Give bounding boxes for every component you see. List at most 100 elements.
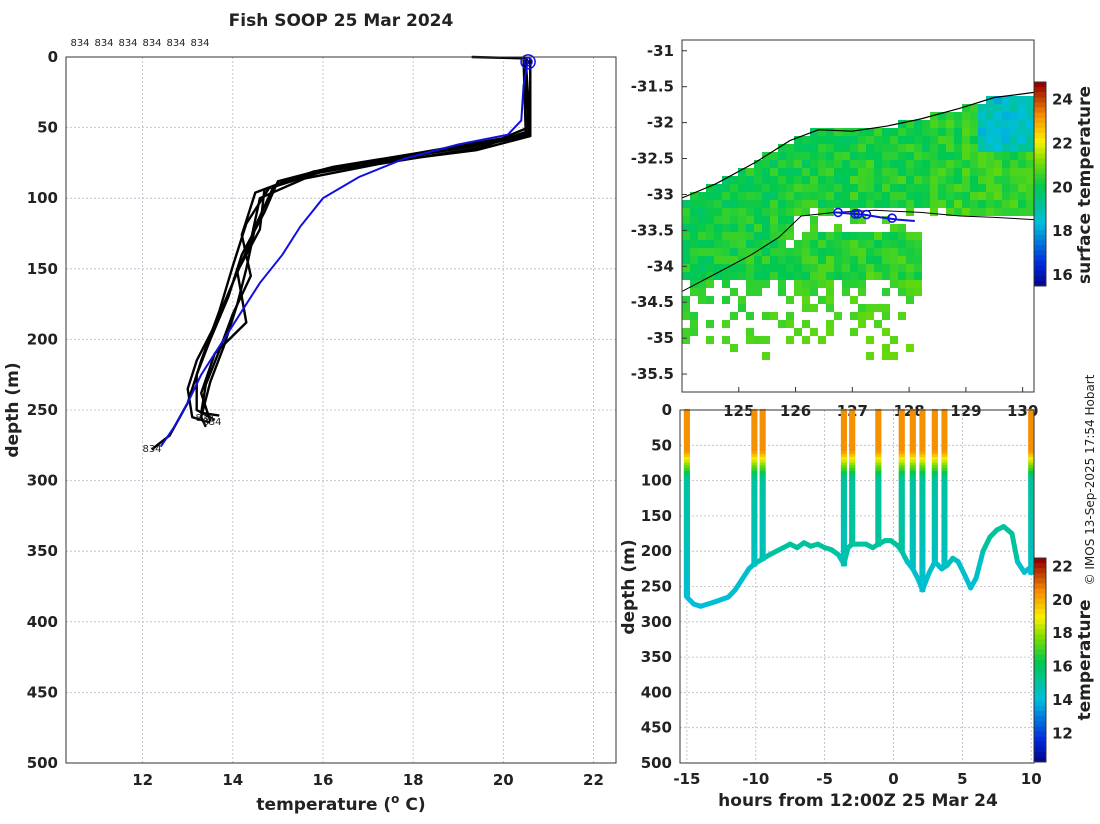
map-sst-cell [922, 120, 930, 128]
map-sst-cell [890, 200, 898, 208]
map-sst-cell [922, 128, 930, 136]
map-sst-cell [1018, 192, 1026, 200]
section-cast-sample [898, 428, 905, 434]
section-cast-sample [909, 524, 916, 530]
map-sst-cell [682, 216, 690, 224]
map-colorbar-segment [1034, 163, 1046, 170]
section-x-axis-label: hours from 12:00Z 25 Mar 24 [718, 791, 998, 811]
map-sst-cell [714, 184, 722, 192]
map-sst-cell [754, 176, 762, 184]
map-sst-cell [914, 200, 922, 208]
map-sst-cell [818, 208, 826, 216]
map-colorbar-segment [1034, 270, 1046, 277]
section-cast-sample [919, 519, 926, 525]
section-cast-sample [840, 408, 847, 414]
section-cast-sample [909, 428, 916, 434]
section-cast-sample [759, 516, 766, 522]
section-cast-sample [909, 439, 916, 445]
map-sst-cell [938, 184, 946, 192]
section-trace-segment [980, 534, 993, 554]
map-sst-cell [762, 232, 770, 240]
section-colorbar-segment [1034, 721, 1046, 727]
map-sst-cell [898, 240, 906, 248]
section-cast-sample [898, 417, 905, 423]
map-sst-cell [746, 176, 754, 184]
section-cast-sample [759, 513, 766, 519]
map-sst-cell [970, 192, 978, 200]
map-sst-cell [858, 256, 866, 264]
section-cast-sample [909, 473, 916, 479]
section-cast-sample [751, 547, 758, 553]
map-sst-cell [922, 168, 930, 176]
section-colorbar-segment [1034, 741, 1046, 748]
map-sst-cell [802, 272, 810, 280]
map-sst-cell [954, 144, 962, 152]
section-colorbar-segment [1034, 746, 1046, 753]
section-cast-sample [919, 555, 926, 561]
map-sst-cell [738, 216, 746, 224]
map-sst-cell [962, 136, 970, 144]
section-cast-sample [1028, 496, 1035, 502]
section-cast-sample [849, 513, 856, 519]
section-cast-sample [941, 547, 948, 553]
section-cast-sample [931, 524, 938, 530]
map-sst-cell [978, 128, 986, 136]
map-sst-cell [730, 184, 738, 192]
map-sst-cell [914, 120, 922, 128]
map-sst-cell [738, 264, 746, 272]
map-sst-cell [722, 296, 730, 304]
section-cast-sample [931, 456, 938, 462]
map-sst-cell [714, 232, 722, 240]
map-sst-cell [778, 320, 786, 328]
map-sst-cell [706, 200, 714, 208]
section-cast-sample [840, 521, 847, 527]
map-sst-cell [826, 328, 834, 336]
map-sst-cell [690, 208, 698, 216]
section-cast-sample [1028, 423, 1035, 429]
map-sst-cell [1002, 184, 1010, 192]
section-cast-sample [1028, 476, 1035, 482]
map-sst-cell [794, 152, 802, 160]
map-sst-cell [954, 168, 962, 176]
map-sst-cell [858, 280, 866, 288]
section-colorbar-segment [1034, 583, 1046, 590]
map-sst-cell [738, 200, 746, 208]
section-cast-sample [849, 439, 856, 445]
map-sst-cell [770, 200, 778, 208]
map-sst-cell [794, 168, 802, 176]
map-colorbar-segment [1034, 204, 1046, 210]
section-cast-sample [849, 414, 856, 420]
section-cast-sample [919, 454, 926, 460]
section-cast-sample [941, 428, 948, 434]
map-sst-cell [930, 176, 938, 184]
map-sst-cell [986, 152, 994, 160]
section-cast-sample [931, 552, 938, 558]
section-cast-sample [875, 507, 882, 513]
section-cast-sample [840, 538, 847, 544]
map-sst-cell [754, 200, 762, 208]
section-cast-sample [898, 487, 905, 493]
section-colorbar-segment [1034, 629, 1046, 635]
map-sst-cell [802, 168, 810, 176]
map-colorbar-segment [1034, 158, 1046, 165]
map-sst-cell [698, 208, 706, 216]
map-sst-cell [874, 168, 882, 176]
map-sst-cell [834, 184, 842, 192]
section-cast-sample [931, 451, 938, 457]
section-cast-sample [1028, 417, 1035, 423]
section-cast-sample [941, 411, 948, 417]
section-cast-sample [941, 425, 948, 431]
map-colorbar-segment [1034, 133, 1046, 139]
section-cast-sample [875, 428, 882, 434]
section-cast-sample [759, 434, 766, 440]
section-cast-sample [919, 530, 926, 536]
section-cast-sample [751, 437, 758, 443]
section-cast-sample [909, 541, 916, 547]
map-sst-cell [802, 264, 810, 272]
section-cast-sample [919, 516, 926, 522]
map-colorbar-segment [1034, 199, 1046, 205]
section-cast-sample [909, 442, 916, 448]
section-cast-sample [875, 510, 882, 516]
map-sst-cell [882, 304, 890, 312]
map-sst-cell [786, 224, 794, 232]
